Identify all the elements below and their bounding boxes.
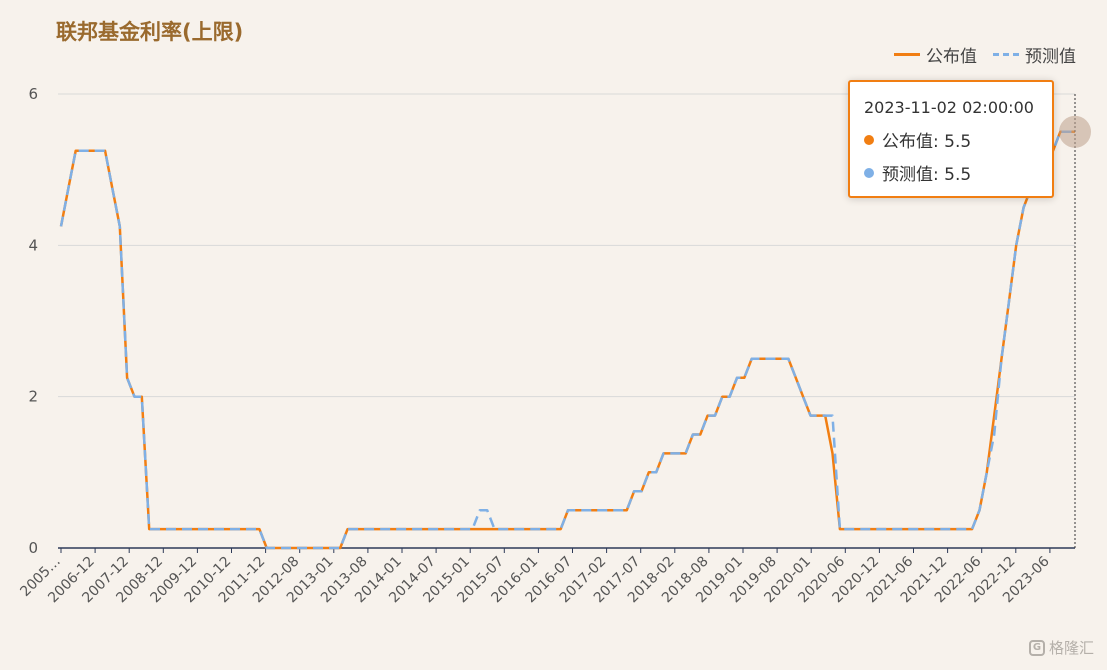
legend-label-published: 公布值 — [926, 47, 977, 67]
legend: 公布值 预测值 — [894, 42, 1076, 67]
tooltip-row-published: 公布值: 5.5 — [864, 127, 1052, 152]
chart-card: 联邦基金利率(上限) 公布值 预测值 0 2 4 6 2005… 2006-12 2007-… — [8, 6, 1100, 662]
legend-item-forecast[interactable]: 预测值 — [993, 42, 1076, 67]
series-line-forecast — [59, 130, 1075, 550]
tooltip-value-forecast: 预测值: 5.5 — [882, 165, 972, 185]
legend-item-published[interactable]: 公布值 — [894, 42, 977, 67]
tooltip: 2023-11-02 02:00:00 公布值: 5.5 预测值: 5.5 — [848, 80, 1054, 198]
tooltip-row-forecast: 预测值: 5.5 — [864, 160, 1052, 185]
y-tick-label: 4 — [28, 236, 38, 254]
y-tick-label: 6 — [28, 85, 38, 103]
y-tick-label: 2 — [28, 388, 38, 406]
highlight-point-halo — [1059, 115, 1091, 148]
y-tick-label: 0 — [28, 539, 38, 557]
watermark: G 格隆汇 — [1028, 637, 1094, 658]
legend-label-forecast: 预测值 — [1025, 47, 1076, 67]
tooltip-time: 2023-11-02 02:00:00 — [864, 98, 1034, 117]
legend-swatch-forecast — [993, 53, 1019, 56]
tooltip-dot-published — [864, 134, 874, 145]
chart-plot[interactable]: 02462005…2006-122007-122008-122009-12201… — [8, 6, 1100, 662]
watermark-logo-icon: G — [1028, 639, 1045, 656]
watermark-text: 格隆汇 — [1048, 639, 1094, 657]
tooltip-value-published: 公布值: 5.5 — [882, 132, 972, 152]
legend-swatch-published — [894, 53, 920, 56]
tooltip-dot-forecast — [864, 167, 874, 178]
chart-title: 联邦基金利率(上限) — [56, 20, 244, 44]
